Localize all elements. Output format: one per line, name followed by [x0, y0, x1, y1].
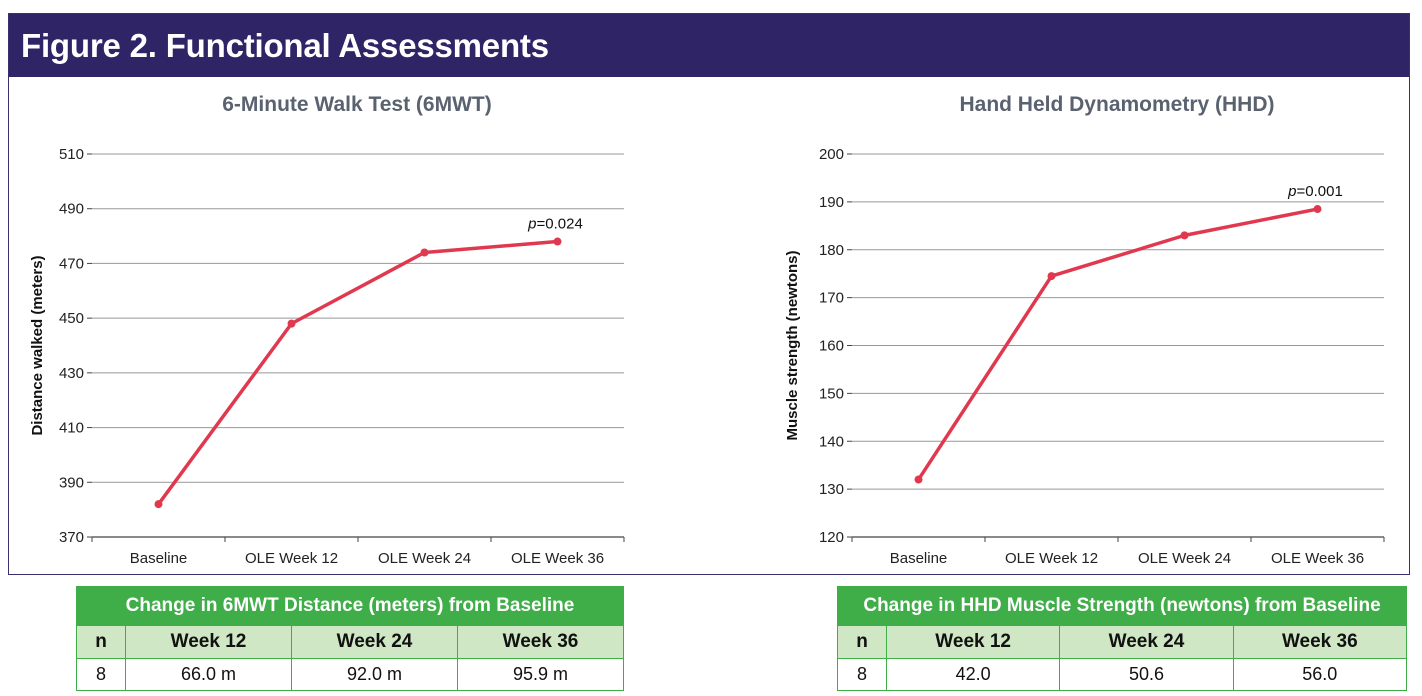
walk-test-chart: 6-Minute Walk Test (6MWT) 370 390 410 430 450…	[29, 93, 625, 567]
figure-title: Figure 2. Functional Assessments	[21, 27, 549, 64]
y-tick-label: 410	[59, 420, 84, 437]
y-tick-label: 120	[819, 529, 844, 546]
x-tick-label: OLE Week 36	[1271, 550, 1364, 567]
hhd-change-table: Change in HHD Muscle Strength (newtons) …	[837, 586, 1408, 691]
table-header-week12: Week 12	[125, 625, 292, 659]
y-tick-label: 180	[819, 242, 844, 259]
table-title: Change in 6MWT Distance (meters) from Ba…	[76, 586, 624, 626]
data-point	[914, 475, 923, 484]
chart-title: 6-Minute Walk Test (6MWT)	[222, 93, 492, 116]
p-value-annotation: p=0.024	[527, 216, 583, 233]
x-tick-label: Baseline	[130, 550, 188, 567]
data-point	[1047, 272, 1056, 281]
hhd-chart: Hand Held Dynamometry (HHD) 120 130 140 150 1…	[784, 93, 1385, 567]
data-point	[1180, 231, 1189, 240]
x-tick-label: OLE Week 12	[1005, 550, 1098, 567]
x-tick-label: OLE Week 12	[245, 550, 338, 567]
table-cell-n: 8	[837, 658, 887, 691]
y-axis-label: Muscle strength (newtons)	[784, 250, 801, 440]
table-title: Change in HHD Muscle Strength (newtons) …	[837, 586, 1407, 626]
x-tick-label: OLE Week 24	[1138, 550, 1231, 567]
y-tick-label: 190	[819, 194, 844, 211]
table-cell-week24: 50.6	[1059, 658, 1234, 691]
table-header-week36: Week 36	[456, 625, 625, 659]
data-point	[154, 500, 163, 509]
p-value-annotation: p=0.001	[1287, 183, 1343, 200]
y-tick-label: 490	[59, 201, 84, 218]
table-row: 8 66.0 m 92.0 m 95.9 m	[76, 658, 625, 691]
x-tick-label: OLE Week 36	[511, 550, 604, 567]
table-cell-week12: 42.0	[885, 658, 1061, 691]
table-cell-week12: 66.0 m	[125, 658, 292, 691]
table-cell-week36: 56.0	[1232, 658, 1408, 691]
table-cell-week24: 92.0 m	[290, 658, 458, 691]
data-point	[553, 237, 562, 246]
data-point	[287, 319, 296, 328]
data-point	[1313, 205, 1322, 214]
y-tick-label: 170	[819, 290, 844, 307]
x-tick-label: OLE Week 24	[378, 550, 471, 567]
y-tick-label: 130	[819, 481, 844, 498]
chart-title: Hand Held Dynamometry (HHD)	[959, 93, 1274, 116]
walk-change-table: Change in 6MWT Distance (meters) from Ba…	[76, 586, 625, 691]
y-tick-label: 200	[819, 146, 844, 163]
y-tick-label: 370	[59, 529, 84, 546]
figure-frame: Figure 2. Functional Assessments	[8, 13, 1410, 575]
table-cell-n: 8	[76, 658, 126, 691]
series-line	[916, 207, 1320, 482]
table-header-week36: Week 36	[1232, 625, 1408, 659]
table-row: 8 42.0 50.6 56.0	[837, 658, 1408, 691]
y-tick-label: 450	[59, 310, 84, 327]
data-point	[420, 248, 429, 257]
y-tick-label: 150	[819, 385, 844, 402]
y-tick-label: 160	[819, 338, 844, 355]
y-tick-label: 140	[819, 433, 844, 450]
table-header-week24: Week 24	[1059, 625, 1234, 659]
y-tick-label: 510	[59, 146, 84, 163]
table-header-n: n	[837, 625, 887, 659]
table-header-week24: Week 24	[290, 625, 458, 659]
y-tick-label: 390	[59, 474, 84, 491]
table-cell-week36: 95.9 m	[456, 658, 625, 691]
y-tick-label: 470	[59, 255, 84, 272]
y-axis-label: Distance walked (meters)	[29, 255, 46, 435]
figure-banner: Figure 2. Functional Assessments	[9, 14, 1409, 77]
table-header-week12: Week 12	[885, 625, 1061, 659]
table-header-n: n	[76, 625, 126, 659]
x-tick-label: Baseline	[890, 550, 948, 567]
y-tick-label: 430	[59, 365, 84, 382]
series-line	[156, 239, 560, 506]
